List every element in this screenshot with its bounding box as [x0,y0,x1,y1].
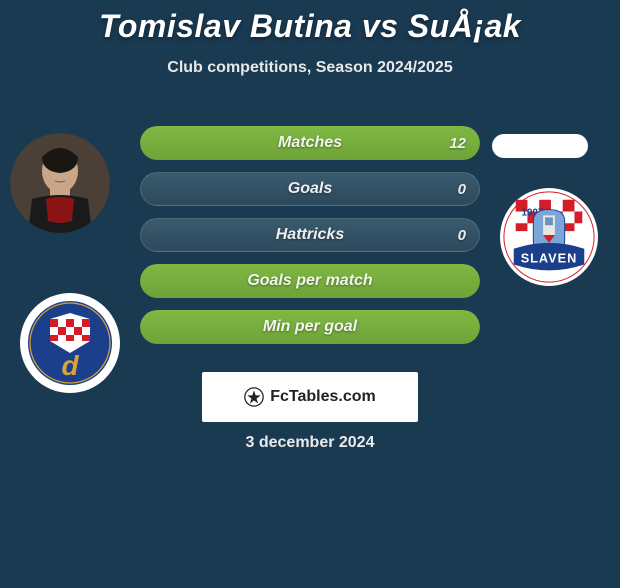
stat-row-mpg: Min per goal [140,310,480,344]
stat-row-goals: Goals 0 [140,172,480,206]
stat-row-gpm: Goals per match [140,264,480,298]
stat-value: 0 [458,218,466,252]
svg-text:d: d [61,350,79,381]
footer-date: 3 december 2024 [0,434,620,452]
stat-label: Min per goal [140,310,480,344]
stat-row-hattricks: Hattricks 0 [140,218,480,252]
page-subtitle: Club competitions, Season 2024/2025 [0,59,620,77]
stat-value: 12 [449,126,466,160]
club-badge-left: d [20,293,120,393]
stats-container: Matches 12 Goals 0 Hattricks 0 Goals per… [140,126,480,356]
opponent-pill [492,134,588,158]
stat-row-matches: Matches 12 [140,126,480,160]
brand-text: FcTables.com [270,388,376,406]
stat-value: 0 [458,172,466,206]
page-title: Tomislav Butina vs SuÅ¡ak [0,8,620,45]
player-avatar [10,133,110,233]
club-badge-right: 1907 SLAVEN [500,188,598,286]
fctables-icon [244,387,264,407]
stat-label: Goals per match [140,264,480,298]
stat-label: Hattricks [140,218,480,252]
svg-text:SLAVEN: SLAVEN [521,250,578,265]
brand-box[interactable]: FcTables.com [202,372,418,422]
stat-label: Matches [140,126,480,160]
stat-label: Goals [140,172,480,206]
